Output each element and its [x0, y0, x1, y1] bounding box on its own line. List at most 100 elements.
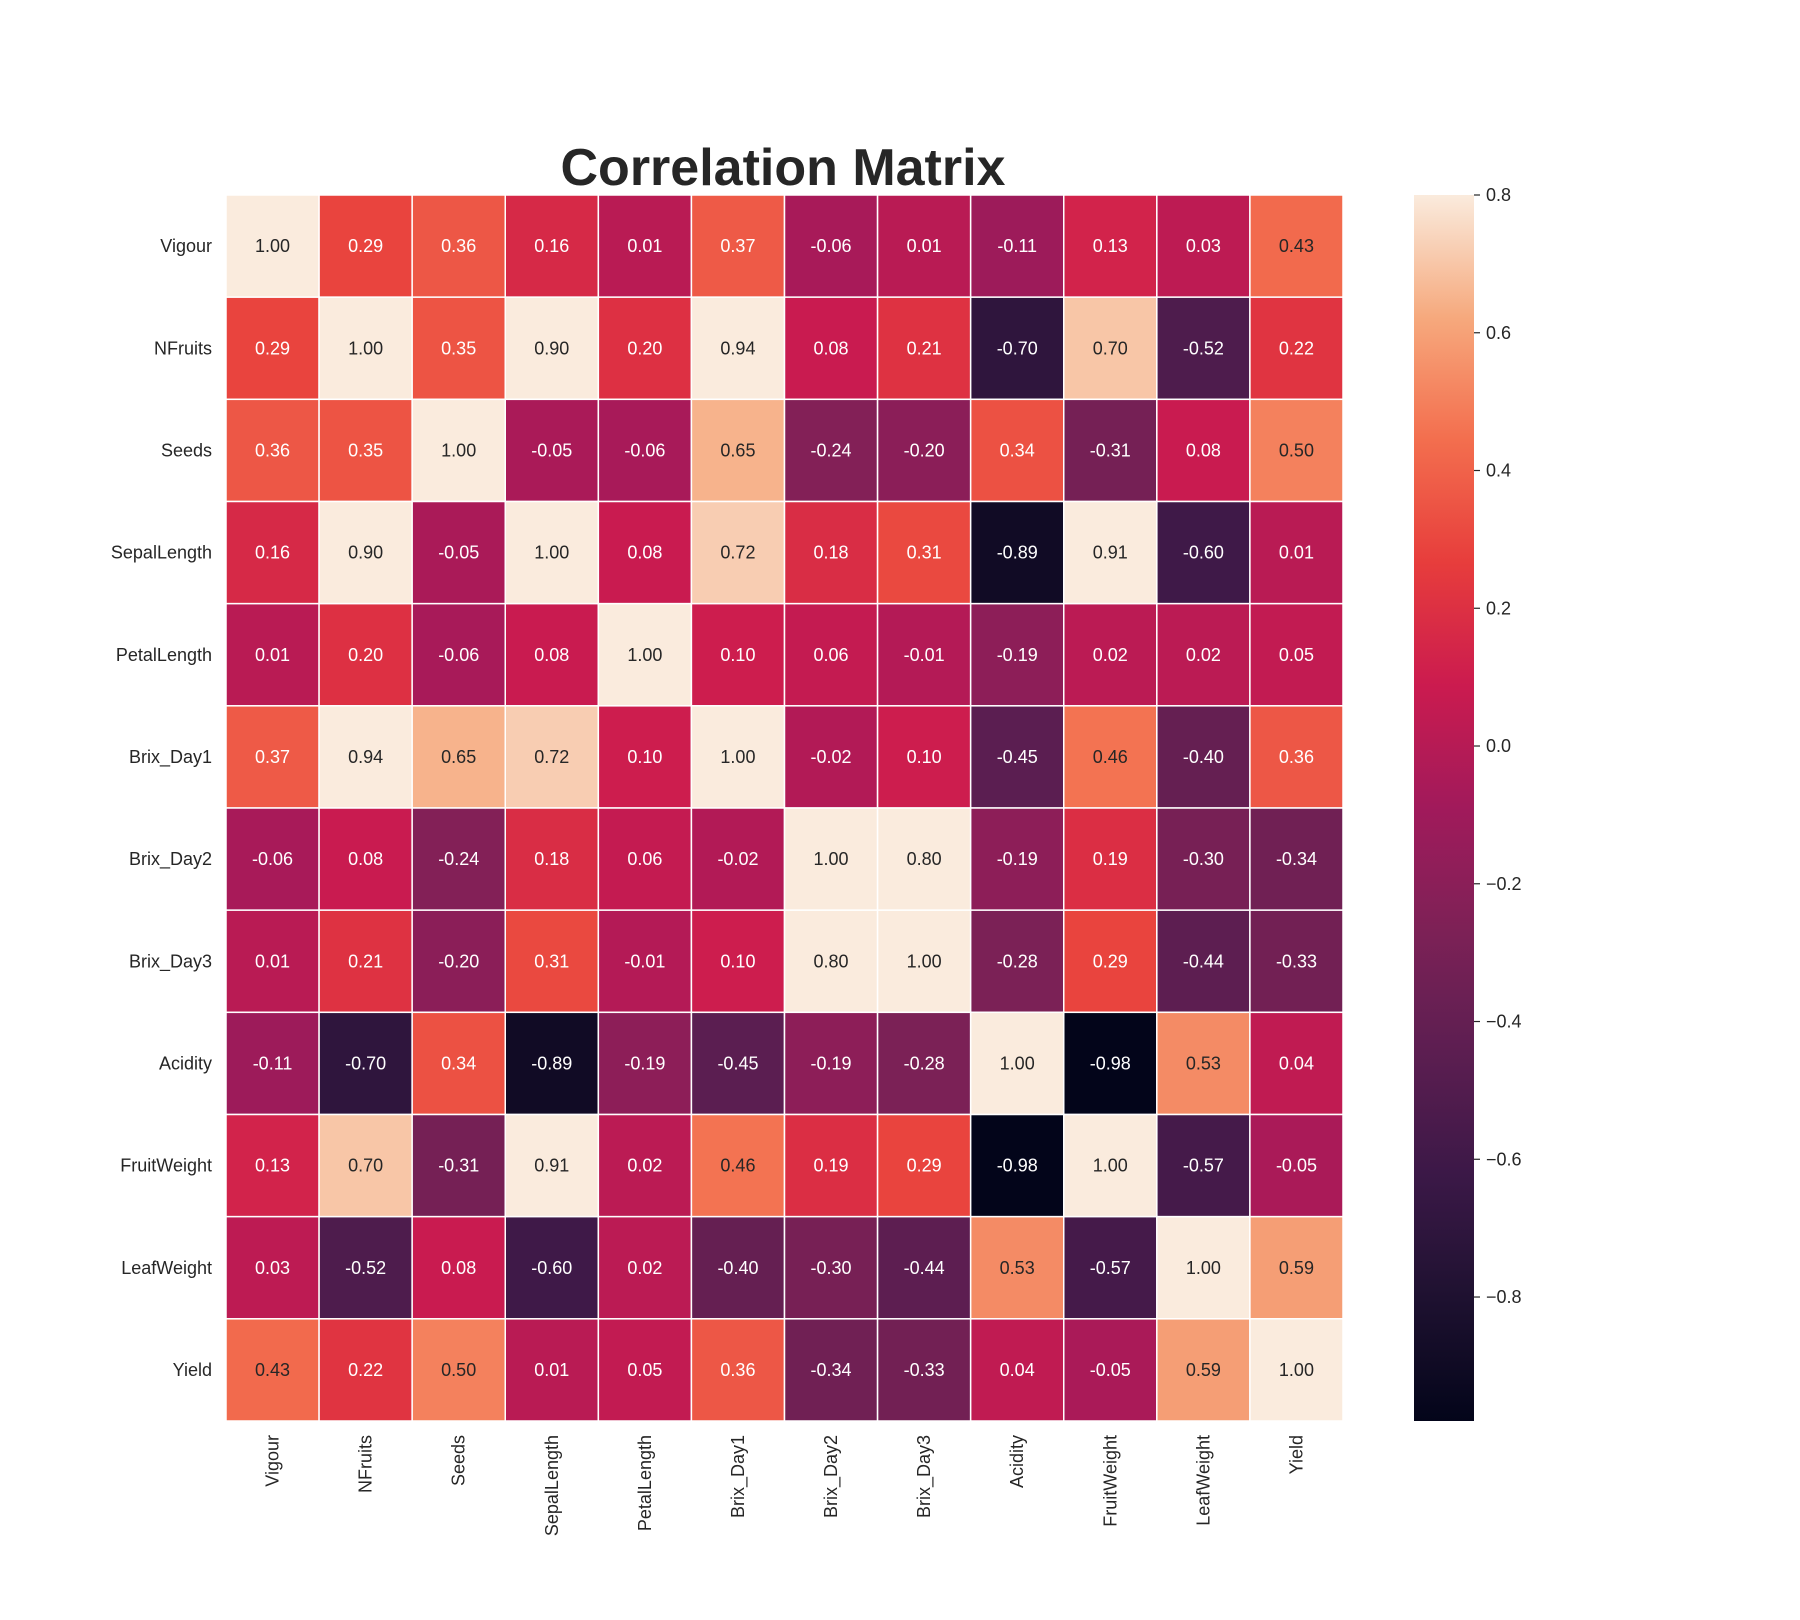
- cell-value-label: 1.00: [348, 338, 383, 358]
- heatmap-cells: 1.00 0.29 0.36 0.16 0.01 0.37 -0.06 0.01 -0.11 0.…: [225, 194, 1344, 1422]
- heatmap-cell: [504, 398, 600, 503]
- colorbar-tick-label: 0.2: [1486, 598, 1511, 618]
- row-label: NFruits: [154, 338, 212, 358]
- heatmap-cell: [1063, 296, 1158, 401]
- heatmap-cell: [318, 1011, 413, 1116]
- cell-value-label: 1.00: [534, 543, 569, 563]
- cell-value-label: -0.44: [1183, 951, 1224, 971]
- heatmap-cell: [1063, 500, 1158, 605]
- cell-value-label: -0.30: [1183, 849, 1224, 869]
- cell-value-label: 0.01: [1279, 543, 1314, 563]
- cell-value-label: -0.24: [438, 849, 479, 869]
- heatmap-cell: [876, 1113, 972, 1218]
- heatmap-cell: [783, 705, 879, 809]
- cell-value-label: 0.29: [348, 236, 383, 256]
- heatmap-cell: [1156, 807, 1251, 911]
- cell-value-label: 0.90: [348, 543, 383, 563]
- heatmap-cell: [969, 296, 1065, 401]
- cell-value-label: -0.11: [253, 1053, 293, 1073]
- cell-value-label: 0.06: [814, 645, 849, 665]
- cell-value-label: -0.45: [717, 1053, 758, 1073]
- heatmap-cell: [876, 296, 972, 401]
- heatmap-cell: [783, 1318, 879, 1422]
- row-label: Vigour: [160, 236, 212, 256]
- row-labels: Vigour NFruits Seeds SepalLength PetalLength…: [111, 236, 212, 1380]
- cell-value-label: 0.43: [255, 1360, 290, 1380]
- cell-value-label: 0.18: [534, 849, 569, 869]
- column-label: Acidity: [1007, 1435, 1027, 1488]
- heatmap-cell: [969, 1215, 1065, 1320]
- cell-value-label: 0.05: [1279, 645, 1314, 665]
- colorbar-tick-label: 0.0: [1486, 736, 1511, 756]
- cell-value-label: -0.70: [997, 338, 1038, 358]
- heatmap-cell: [1249, 500, 1344, 605]
- heatmap-cell: [225, 398, 320, 503]
- cell-value-label: 1.00: [1000, 1053, 1035, 1073]
- cell-value-label: 0.22: [1279, 338, 1314, 358]
- colorbar-tick-label: 0.6: [1486, 323, 1511, 343]
- cell-value-label: -0.31: [1090, 440, 1131, 460]
- heatmap-cell: [318, 1318, 413, 1422]
- cell-value-label: -0.98: [1090, 1053, 1131, 1073]
- cell-value-label: 0.46: [1093, 747, 1128, 767]
- cell-value-label: 1.00: [627, 645, 662, 665]
- row-label: Brix_Day2: [129, 849, 212, 870]
- heatmap-cell: [1249, 1113, 1344, 1218]
- cell-value-label: -0.57: [1183, 1156, 1224, 1176]
- cell-value-label: 1.00: [1279, 1360, 1314, 1380]
- heatmap-cell: [1249, 398, 1344, 503]
- cell-value-label: -0.05: [1276, 1156, 1317, 1176]
- heatmap-cell: [1063, 1113, 1158, 1218]
- cell-value-label: 0.08: [1186, 440, 1221, 460]
- heatmap-cell: [504, 705, 600, 809]
- cell-value-label: 0.01: [534, 1360, 569, 1380]
- heatmap-cell: [783, 500, 879, 605]
- cell-value-label: 0.01: [907, 236, 942, 256]
- column-label: Brix_Day1: [728, 1435, 749, 1518]
- heatmap-cell: [225, 1215, 320, 1320]
- cell-value-label: 0.21: [907, 338, 942, 358]
- heatmap-cell: [411, 500, 506, 605]
- heatmap-cell: [690, 807, 786, 911]
- heatmap-cell: [969, 500, 1065, 605]
- cell-value-label: -0.44: [904, 1258, 945, 1278]
- cell-value-label: -0.40: [717, 1258, 758, 1278]
- cell-value-label: 0.50: [1279, 440, 1314, 460]
- cell-value-label: 0.80: [907, 849, 942, 869]
- colorbar: 0.8 0.6 0.4 0.2 0.0 −0.2 −0.4 −0.6 −0.8: [1414, 185, 1522, 1421]
- heatmap-cell: [690, 1215, 786, 1320]
- heatmap-cell: [504, 296, 600, 401]
- cell-value-label: -0.52: [1183, 338, 1224, 358]
- cell-value-label: 0.53: [1186, 1053, 1221, 1073]
- cell-value-label: 1.00: [720, 747, 755, 767]
- cell-value-label: -0.57: [1090, 1258, 1131, 1278]
- heatmap-cell: [225, 602, 320, 707]
- heatmap-cell: [1063, 909, 1158, 1014]
- cell-value-label: 0.04: [1279, 1053, 1314, 1073]
- cell-value-label: 0.08: [814, 338, 849, 358]
- cell-value-label: 0.70: [1093, 338, 1128, 358]
- cell-value-label: 0.08: [534, 645, 569, 665]
- cell-value-label: -0.02: [717, 849, 758, 869]
- cell-value-label: 0.06: [627, 849, 662, 869]
- column-label: Brix_Day2: [821, 1435, 842, 1518]
- heatmap-cell: [783, 1215, 879, 1320]
- cell-value-label: 0.53: [1000, 1258, 1035, 1278]
- cell-value-label: 0.20: [348, 645, 383, 665]
- heatmap-cell: [411, 1318, 506, 1422]
- heatmap-cell: [1063, 807, 1158, 911]
- heatmap-cell: [504, 807, 600, 911]
- cell-value-label: 0.21: [348, 951, 383, 971]
- cell-value-label: 1.00: [255, 236, 290, 256]
- heatmap-cell: [690, 500, 786, 605]
- heatmap-cell: [876, 1011, 972, 1116]
- heatmap-cell: [225, 1011, 320, 1116]
- colorbar-bar: [1414, 195, 1474, 1421]
- heatmap-cell: [1249, 807, 1344, 911]
- cell-value-label: 0.20: [627, 338, 662, 358]
- cell-value-label: 0.19: [1093, 849, 1128, 869]
- cell-value-label: -0.19: [811, 1053, 852, 1073]
- row-label: FruitWeight: [120, 1156, 212, 1176]
- cell-value-label: 0.80: [814, 951, 849, 971]
- heatmap-cell: [225, 705, 320, 809]
